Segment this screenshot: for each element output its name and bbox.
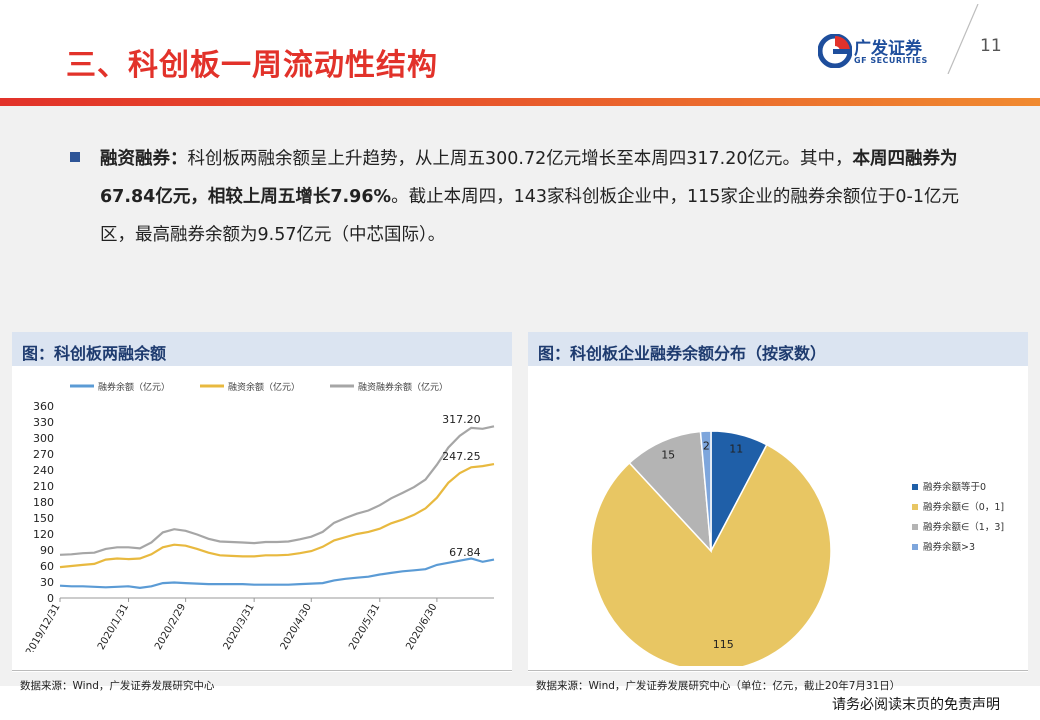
x-tick-label: 2020/2/29	[153, 602, 188, 652]
y-tick-label: 30	[40, 576, 54, 589]
pie-value-label-2: 15	[661, 449, 675, 462]
x-tick-label: 2020/6/30	[404, 602, 439, 652]
series-line-0	[59, 557, 495, 590]
header-divider	[947, 4, 979, 74]
x-tick-label: 2020/1/31	[96, 602, 131, 652]
right-source-text: 数据来源：Wind，广发证券发展研究中心（单位：亿元，截止20年7月31日）	[536, 680, 901, 692]
pie-slice-1	[590, 443, 832, 666]
x-tick-label: 2019/12/31	[24, 602, 62, 652]
pie-slice-3	[699, 430, 712, 552]
legend-label-2: 融资融券余额（亿元）	[358, 381, 448, 393]
bullet-marker	[70, 152, 80, 162]
logo-text-en: GF SECURITIES	[854, 56, 928, 65]
pie-value-label-1: 115	[713, 638, 734, 651]
pie-value-label-3: 2	[703, 440, 710, 453]
legend-label-1: 融资余额（亿元）	[228, 381, 300, 393]
disclaimer-text: 请务必阅读末页的免责声明	[832, 697, 1000, 713]
left-source-text: 数据来源：Wind，广发证券发展研究中心	[20, 680, 215, 692]
y-tick-label: 90	[40, 544, 54, 557]
pie-legend-swatch-2	[912, 524, 918, 530]
y-tick-label: 300	[33, 432, 54, 445]
y-tick-label: 210	[33, 480, 54, 493]
series-line-2	[59, 425, 495, 556]
bullet-bold-segment: 本周四融券为67.84亿元，相较上周五增长7.96%	[100, 149, 958, 207]
pie-value-label-0: 11	[729, 443, 743, 456]
bullet-label: 融资融券：	[100, 149, 188, 169]
left-panel-header: 图：科创板两融余额	[12, 332, 512, 366]
pie-legend-swatch-3	[912, 544, 918, 550]
y-tick-label: 330	[33, 416, 54, 429]
bullet-segment-1: 科创板两融余额呈上升趋势，从上周五300.72亿元增长至本周四317.20亿元。…	[187, 149, 853, 169]
gf-securities-logo: 广发证券 GF SECURITIES	[818, 34, 938, 74]
pie-legend-label-3: 融券余额>3	[923, 541, 975, 553]
logo-text-cn: 广发证券	[854, 39, 922, 59]
gf-logo-icon	[818, 34, 852, 68]
x-tick-label: 2020/5/31	[347, 602, 382, 652]
slide-title: 三、科创板一周流动性结构	[66, 48, 438, 83]
pie-legend-label-1: 融券余额∈（0，1]	[923, 501, 1004, 513]
pie-legend-swatch-0	[912, 484, 918, 490]
y-tick-label: 60	[40, 560, 54, 573]
y-tick-label: 120	[33, 528, 54, 541]
y-tick-label: 360	[33, 400, 54, 413]
right-panel-header: 图：科创板企业融券余额分布（按家数）	[528, 332, 1028, 366]
pie-legend-label-2: 融券余额∈（1，3]	[923, 521, 1004, 533]
data-label-1: 247.25	[442, 450, 481, 463]
right-panel-footer-line	[528, 670, 1028, 671]
line-chart: 融券余额（亿元） 融资余额（亿元） 融资融券余额（亿元） 0 30 60 90 120 150 1…	[24, 381, 495, 652]
pie-legend-swatch-1	[912, 504, 918, 510]
pie-legend-label-0: 融券余额等于0	[923, 481, 986, 493]
left-panel-title: 图：科创板两融余额	[22, 344, 167, 363]
bullet-paragraph: 融资融券：科创板两融余额呈上升趋势，从上周五300.72亿元增长至本周四317.…	[100, 140, 980, 254]
right-chart-panel: 图：科创板企业融券余额分布（按家数） 11 115 15 2 融券余额等于0 融券余额∈（…	[528, 332, 1028, 692]
data-label-0: 317.20	[442, 413, 481, 426]
left-chart-panel: 图：科创板两融余额 融券余额（亿元） 融资余额（亿元） 融资融券余额（亿元） 0 30 6…	[12, 332, 512, 692]
pie-slice-2	[628, 430, 712, 554]
y-tick-label: 0	[47, 592, 54, 605]
pie-chart: 11 115 15 2 融券余额等于0 融券余额∈（0，1] 融券余额∈（1，3] 融券余额>…	[590, 430, 1004, 666]
y-tick-label: 270	[33, 448, 54, 461]
y-tick-label: 180	[33, 496, 54, 509]
legend-label-0: 融券余额（亿元）	[98, 381, 170, 393]
y-tick-label: 240	[33, 464, 54, 477]
x-tick-label: 2020/3/31	[222, 602, 257, 652]
y-tick-label: 150	[33, 512, 54, 525]
page-number: 11	[980, 36, 1002, 56]
data-label-2: 67.84	[449, 546, 481, 559]
left-panel-footer-line	[12, 670, 512, 671]
x-tick-label: 2020/4/30	[279, 602, 314, 652]
bullet-segment-2: 。截止本周四，143家科创板企业中，115家企业的融券余额位于0-1亿元区，最高…	[100, 187, 959, 245]
series-line-1	[59, 463, 495, 569]
right-panel-title: 图：科创板企业融券余额分布（按家数）	[538, 344, 827, 363]
title-underline-bar	[0, 98, 1040, 106]
